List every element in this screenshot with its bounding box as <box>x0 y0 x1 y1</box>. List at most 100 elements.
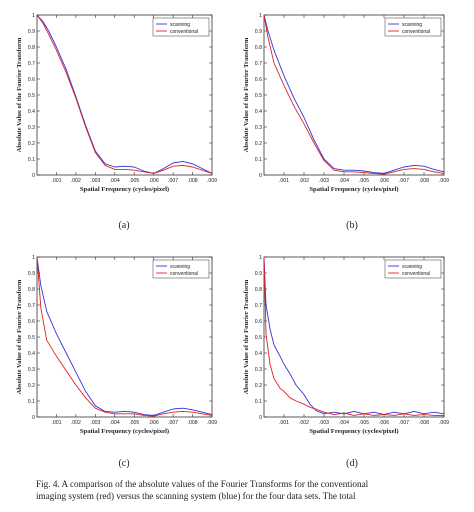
legend-label-scanning: scanning <box>170 22 190 28</box>
x-tick-label: .002 <box>71 420 81 426</box>
y-tick-label: 0.4 <box>255 351 262 357</box>
plot-frame <box>36 14 213 176</box>
y-tick-label: 0.6 <box>28 319 35 325</box>
legend-label-conventional: conventional <box>402 29 430 35</box>
y-tick-label: 0.7 <box>28 303 35 309</box>
y-tick-label: 0 <box>259 415 262 421</box>
y-tick-label: 0.1 <box>255 399 262 405</box>
y-tick-label: 1 <box>259 13 262 19</box>
y-tick-label: 0.2 <box>255 141 262 147</box>
y-tick-label: 0.9 <box>255 271 262 277</box>
series-line-conventional <box>36 14 213 174</box>
y-tick-label: 0 <box>259 173 262 179</box>
legend-label-scanning: scanning <box>170 264 190 270</box>
x-axis-label: Spatial Frequency (cycles/pixel) <box>80 186 169 193</box>
y-tick-label: 0.8 <box>28 45 35 51</box>
x-tick-label: .007 <box>399 178 409 184</box>
legend-label-scanning: scanning <box>402 22 422 28</box>
x-axis-label: Spatial Frequency (cycles/pixel) <box>309 428 398 435</box>
x-tick-label: .005 <box>129 178 139 184</box>
y-tick-label: 1 <box>259 255 262 261</box>
y-tick-label: 0.2 <box>255 383 262 389</box>
y-tick-label: 0.3 <box>28 367 35 373</box>
y-tick-label: 0 <box>32 173 35 179</box>
series-line-scanning <box>36 256 213 416</box>
y-tick-label: 0.8 <box>28 287 35 293</box>
y-tick-label: 1 <box>32 255 35 261</box>
y-tick-label: 0.4 <box>28 109 35 115</box>
y-tick-label: 0.5 <box>28 93 35 99</box>
x-tick-label: .003 <box>90 178 100 184</box>
y-tick-label: 0.6 <box>255 319 262 325</box>
y-tick-label: 0.3 <box>255 125 262 131</box>
series-line-conventional <box>263 14 445 175</box>
chart-panel-3: 0 0.1 0.2 0.3 0.4 0.5 0.6 0.7 0.8 0.9 1 .001 .002 .00… <box>16 255 217 469</box>
x-tick-label: .003 <box>319 178 329 184</box>
y-tick-label: 0.1 <box>28 157 35 163</box>
series-line-scanning <box>263 14 445 174</box>
y-tick-label: 0.9 <box>28 29 35 35</box>
legend-box <box>152 17 210 37</box>
x-tick-label: .002 <box>299 178 309 184</box>
y-tick-label: 0.7 <box>255 61 262 67</box>
y-tick-label: 0.4 <box>255 109 262 115</box>
y-tick-label: 0.1 <box>28 399 35 405</box>
x-tick-label: .003 <box>90 420 100 426</box>
x-tick-label: .004 <box>110 178 120 184</box>
x-tick-label: .009 <box>207 178 217 184</box>
y-tick-label: 0.5 <box>255 335 262 341</box>
y-tick-label: 0 <box>32 415 35 421</box>
chart-panel-4: 0 0.1 0.2 0.3 0.4 0.5 0.6 0.7 0.8 0.9 1 .001 .002 .00… <box>243 255 449 469</box>
y-tick-label: 0.2 <box>28 141 35 147</box>
x-tick-label: .006 <box>149 420 159 426</box>
y-tick-label: 0.5 <box>255 93 262 99</box>
y-tick-label: 0.9 <box>28 271 35 277</box>
y-axis-label: Absolute Value of the Fourier Transform <box>243 37 250 152</box>
x-tick-label: .005 <box>359 178 369 184</box>
panel-label: (a) <box>118 220 129 231</box>
y-tick-label: 0.4 <box>28 351 35 357</box>
x-tick-label: .001 <box>51 178 61 184</box>
y-axis-label: Absolute Value of the Fourier Transform <box>16 279 23 394</box>
y-tick-label: 0.6 <box>28 77 35 83</box>
chart-panel-1: 0 0.1 0.2 0.3 0.4 0.5 0.6 0.7 0.8 0.9 1 .001 .002 .00… <box>16 13 217 231</box>
x-axis-label: Spatial Frequency (cycles/pixel) <box>309 186 398 193</box>
y-tick-label: 0.7 <box>28 61 35 67</box>
plot-frame <box>36 256 213 418</box>
x-tick-label: .004 <box>339 420 349 426</box>
x-tick-label: .008 <box>419 420 429 426</box>
x-tick-label: .008 <box>188 178 198 184</box>
y-tick-label: 0.8 <box>255 287 262 293</box>
x-tick-label: .007 <box>168 420 178 426</box>
x-tick-label: .009 <box>439 420 449 426</box>
chart-panel-2: 0 0.1 0.2 0.3 0.4 0.5 0.6 0.7 0.8 0.9 1 .001 .002 .00… <box>243 13 449 231</box>
y-tick-label: 1 <box>32 13 35 19</box>
legend-label-conventional: conventional <box>402 271 430 277</box>
x-tick-label: .005 <box>129 420 139 426</box>
y-axis-label: Absolute Value of the Fourier Transform <box>16 37 23 152</box>
x-tick-label: .006 <box>379 420 389 426</box>
figure-caption-line-2: imaging system (red) versus the scanning… <box>36 491 356 501</box>
x-axis-label: Spatial Frequency (cycles/pixel) <box>80 428 169 435</box>
x-tick-label: .001 <box>279 420 289 426</box>
series-line-scanning <box>36 14 213 174</box>
y-tick-label: 0.9 <box>255 29 262 35</box>
panel-label: (c) <box>118 458 129 469</box>
y-tick-label: 0.8 <box>255 45 262 51</box>
x-tick-label: .008 <box>188 420 198 426</box>
y-tick-label: 0.5 <box>28 335 35 341</box>
y-tick-label: 0.2 <box>28 383 35 389</box>
y-tick-label: 0.1 <box>255 157 262 163</box>
legend-label-conventional: conventional <box>170 271 198 277</box>
x-tick-label: .007 <box>168 178 178 184</box>
x-tick-label: .009 <box>439 178 449 184</box>
y-axis-label: Absolute Value of the Fourier Transform <box>243 279 250 394</box>
x-tick-label: .006 <box>379 178 389 184</box>
x-tick-label: .008 <box>419 178 429 184</box>
x-tick-label: .004 <box>339 178 349 184</box>
y-tick-label: 0.7 <box>255 303 262 309</box>
